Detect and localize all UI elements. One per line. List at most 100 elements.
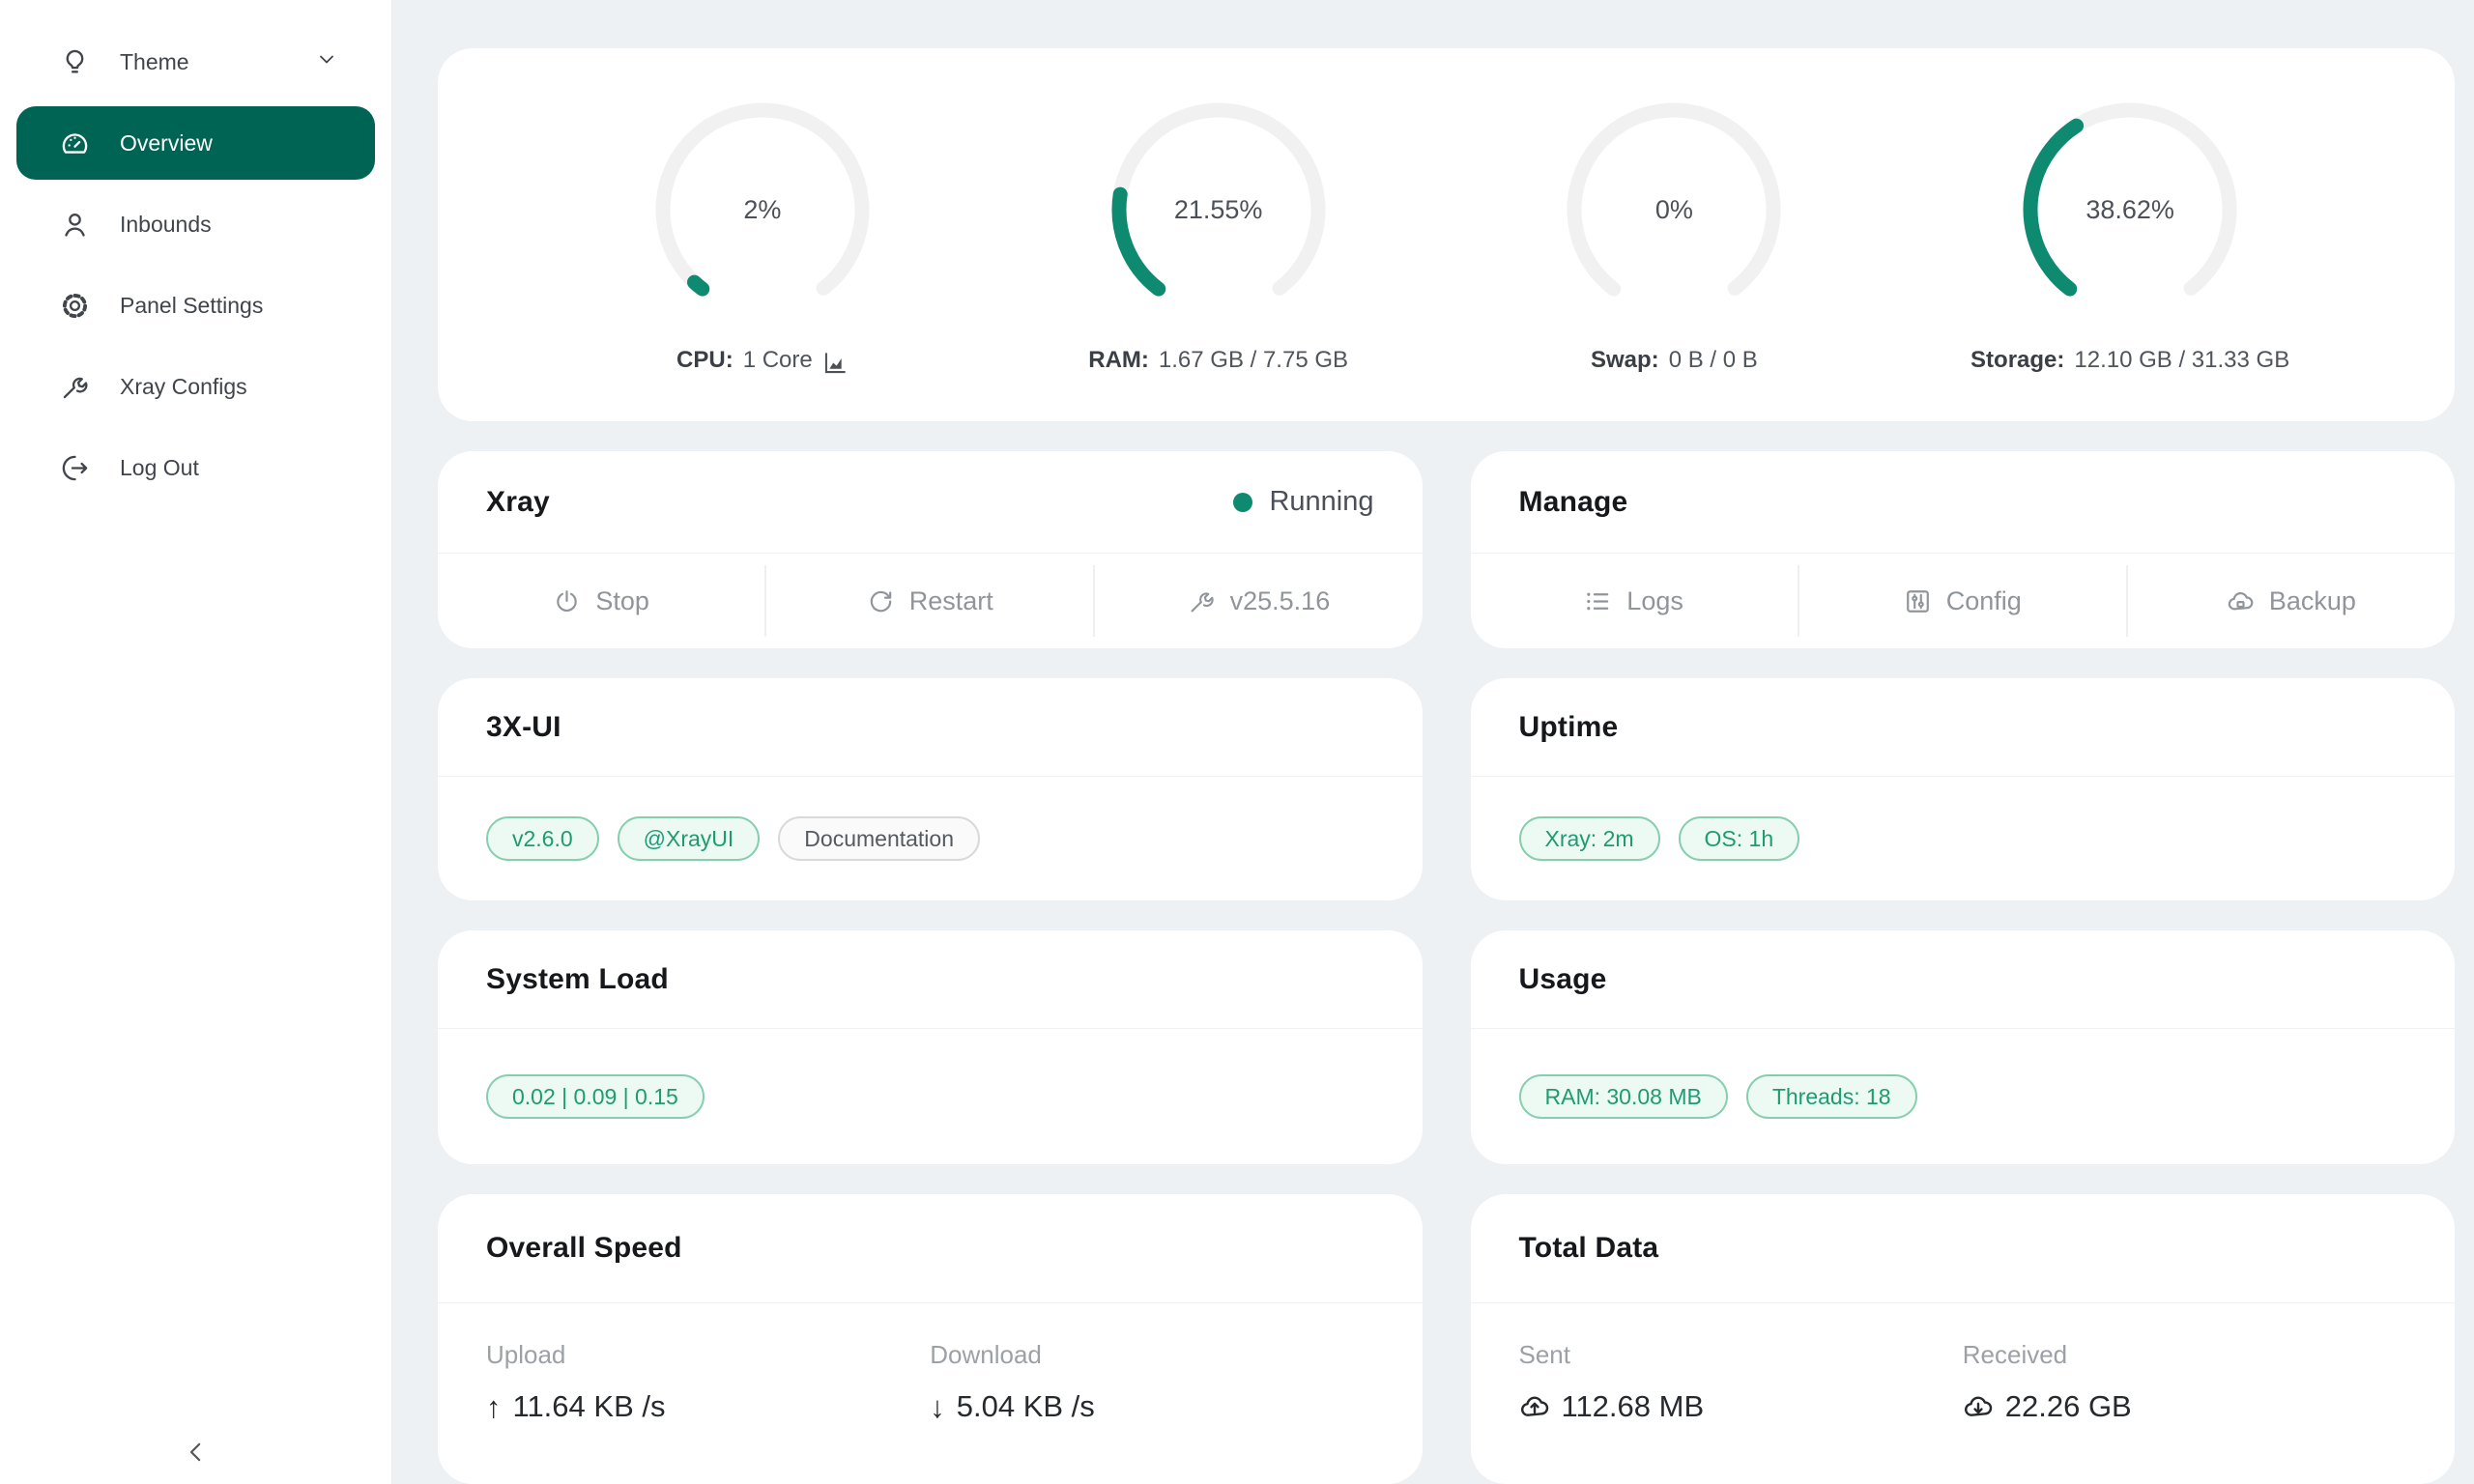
sliders-icon xyxy=(1906,589,1929,613)
sent-value: 112.68 MB xyxy=(1561,1389,1705,1423)
xray-uptime-tag: Xray: 2m xyxy=(1518,816,1660,861)
received-stat: Received 22.26 GB xyxy=(1963,1340,2406,1424)
sidebar-collapse-button[interactable] xyxy=(0,1438,391,1467)
usage-card: Usage RAM: 30.08 MB Threads: 18 xyxy=(1470,930,2455,1164)
download-value: 5.04 KB /s xyxy=(956,1389,1095,1423)
cloud-icon xyxy=(2228,591,2254,610)
sidebar-item-log-out[interactable]: Log Out xyxy=(16,431,375,504)
divider xyxy=(1470,1028,2455,1029)
xray-card-title: Xray xyxy=(486,485,550,518)
power-icon xyxy=(557,589,578,612)
area-chart-icon[interactable] xyxy=(822,350,849,376)
system-load-card: System Load 0.02 | 0.09 | 0.15 xyxy=(438,930,1423,1164)
logs-button[interactable]: Logs xyxy=(1471,565,1798,637)
cpu-percent: 2% xyxy=(743,194,782,224)
overall-speed-card: Overall Speed Upload ↑ 11.64 KB /s Downl… xyxy=(438,1194,1423,1484)
xui-card: 3X-UI v2.6.0 @XrayUI Documentation xyxy=(438,678,1423,900)
cpu-caption: CPU: 1 Core xyxy=(676,347,849,374)
xui-card-title: 3X-UI xyxy=(486,710,561,743)
cloud-download-icon xyxy=(1964,1396,1992,1416)
xray-card: Xray Running Stop Resta xyxy=(438,451,1423,648)
sidebar-item-panel-settings[interactable]: Panel Settings xyxy=(16,269,375,342)
cloud-upload-icon xyxy=(1520,1396,1548,1416)
load-average-tag: 0.02 | 0.09 | 0.15 xyxy=(486,1074,705,1119)
sidebar-item-xray-configs[interactable]: Xray Configs xyxy=(16,350,375,423)
received-value: 22.26 GB xyxy=(2004,1389,2132,1423)
sidebar-item-label: Theme xyxy=(120,48,189,74)
dashboard-icon xyxy=(62,132,88,154)
sidebar-item-theme[interactable]: Theme xyxy=(16,25,375,99)
upload-label: Upload xyxy=(486,1340,566,1369)
sidebar-item-label: Inbounds xyxy=(120,211,212,237)
cpu-gauge: 2% CPU: 1 Core xyxy=(550,96,975,374)
status-dot-icon xyxy=(1233,492,1253,512)
total-data-card: Total Data Sent 112.68 MB Received xyxy=(1470,1194,2455,1484)
sidebar-item-overview[interactable]: Overview xyxy=(16,106,375,180)
ram-gauge: 21.55% RAM: 1.67 GB / 7.75 GB xyxy=(1006,96,1431,374)
download-label: Download xyxy=(930,1340,1042,1369)
storage-percent: 38.62% xyxy=(2086,194,2174,224)
upload-stat: Upload ↑ 11.64 KB /s xyxy=(486,1340,930,1424)
divider xyxy=(438,553,1423,554)
reload-icon xyxy=(870,590,891,612)
status-text: Running xyxy=(1269,486,1374,517)
storage-caption: Storage: 12.10 GB / 31.33 GB xyxy=(1971,347,2290,373)
list-icon xyxy=(1587,592,1609,610)
swap-gauge: 0% Swap: 0 B / 0 B xyxy=(1461,96,1886,374)
system-load-title: System Load xyxy=(486,962,669,995)
sent-stat: Sent 112.68 MB xyxy=(1519,1340,1963,1424)
xray-version-button[interactable]: v25.5.16 xyxy=(1093,565,1422,637)
divider xyxy=(438,1028,1423,1029)
system-gauges-card: 2% CPU: 1 Core 21.55% RAM: xyxy=(438,48,2455,421)
upload-value: 11.64 KB /s xyxy=(512,1389,666,1423)
xray-status: Running xyxy=(1233,486,1374,518)
divider xyxy=(1470,776,2455,777)
gear-icon xyxy=(62,293,88,318)
sidebar-item-label: Xray Configs xyxy=(120,373,247,399)
divider xyxy=(438,776,1423,777)
config-button[interactable]: Config xyxy=(1797,565,2126,637)
sidebar: Theme Overview Inbounds Panel Settings xyxy=(0,0,392,1484)
stop-button[interactable]: Stop xyxy=(438,565,764,637)
arrow-down-icon: ↓ xyxy=(930,1389,945,1424)
storage-gauge: 38.62% Storage: 12.10 GB / 31.33 GB xyxy=(1917,96,2343,374)
telegram-tag[interactable]: @XrayUI xyxy=(617,816,761,861)
ram-caption: RAM: 1.67 GB / 7.75 GB xyxy=(1088,347,1349,373)
main-content: 2% CPU: 1 Core 21.55% RAM: xyxy=(392,0,2474,1484)
threads-tag: Threads: 18 xyxy=(1745,1074,1917,1119)
manage-card: Manage Logs xyxy=(1470,451,2455,648)
chevron-down-icon[interactable] xyxy=(315,47,338,76)
swap-percent: 0% xyxy=(1654,194,1693,224)
user-icon xyxy=(65,213,85,237)
version-tag[interactable]: v2.6.0 xyxy=(486,816,599,861)
overall-speed-title: Overall Speed xyxy=(486,1232,682,1264)
wrench-icon xyxy=(63,377,88,398)
chevron-left-icon xyxy=(189,1442,200,1462)
restart-button[interactable]: Restart xyxy=(764,565,1093,637)
sent-label: Sent xyxy=(1518,1340,1571,1369)
os-uptime-tag: OS: 1h xyxy=(1678,816,1800,861)
manage-card-title: Manage xyxy=(1518,485,1628,518)
bulb-icon xyxy=(66,49,84,72)
uptime-card: Uptime Xray: 2m OS: 1h xyxy=(1470,678,2455,900)
divider xyxy=(1470,1302,2455,1303)
download-stat: Download ↓ 5.04 KB /s xyxy=(930,1340,1373,1424)
usage-title: Usage xyxy=(1518,962,1607,995)
documentation-tag[interactable]: Documentation xyxy=(778,816,980,861)
arrow-up-icon: ↑ xyxy=(486,1389,502,1424)
divider xyxy=(1470,553,2455,554)
wrench-icon xyxy=(1191,591,1214,612)
backup-button[interactable]: Backup xyxy=(2125,565,2455,637)
sidebar-item-label: Panel Settings xyxy=(120,292,264,318)
total-data-title: Total Data xyxy=(1518,1232,1659,1264)
divider xyxy=(438,1302,1423,1303)
logout-icon xyxy=(62,455,88,480)
sidebar-item-inbounds[interactable]: Inbounds xyxy=(16,187,375,261)
swap-caption: Swap: 0 B / 0 B xyxy=(1591,347,1758,373)
ram-usage-tag: RAM: 30.08 MB xyxy=(1518,1074,1728,1119)
received-label: Received xyxy=(1962,1340,2068,1369)
ram-percent: 21.55% xyxy=(1173,194,1263,224)
sidebar-item-label: Overview xyxy=(120,129,213,156)
sidebar-item-label: Log Out xyxy=(120,454,199,480)
uptime-card-title: Uptime xyxy=(1518,710,1619,743)
